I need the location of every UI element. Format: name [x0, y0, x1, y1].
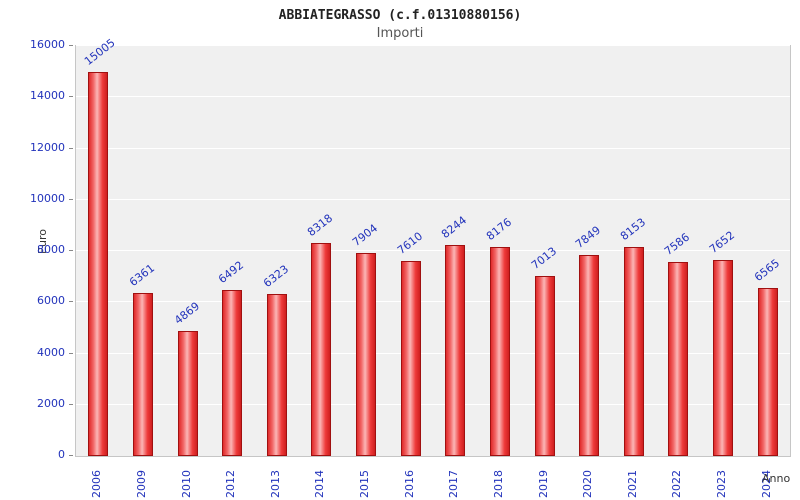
gridline [76, 403, 790, 405]
bar-value-label: 6565 [751, 256, 782, 284]
bar-2014 [311, 242, 332, 456]
bar-value-label: 6492 [216, 258, 247, 286]
bar-2013 [266, 293, 287, 456]
gridline [76, 352, 790, 354]
bar-2021 [623, 247, 644, 456]
y-tick-mark [69, 96, 73, 98]
bar-2015 [356, 253, 377, 456]
x-axis-labels: 2006 2009 2010 2012 2013 2014 2015 2016 2017 2018… [75, 457, 789, 499]
bar-2017 [445, 244, 466, 456]
gridline [76, 96, 790, 98]
x-axis-title: Anno [762, 472, 791, 485]
bar-2010 [177, 331, 198, 456]
y-tick-mark [69, 403, 73, 405]
bar-value-label: 7849 [573, 223, 604, 251]
bar-2006 [88, 71, 109, 456]
y-tick-label: 10000 [30, 191, 65, 205]
chart-title: ABBIATEGRASSO (c.f.01310880156) [278, 8, 522, 23]
bar-value-label: 7586 [662, 230, 693, 258]
bar-2012 [222, 289, 243, 456]
gridline [76, 301, 790, 303]
bar-value-label: 6361 [126, 261, 158, 289]
bar-value-label: 8244 [439, 213, 470, 241]
bar-value-label: 7904 [350, 221, 381, 250]
bar-value-label: 8153 [617, 215, 648, 244]
bar-2024 [757, 287, 778, 456]
plot-area: 15005 6361 4869 6492 6323 8318 7904 7610 8244 817… [75, 36, 791, 457]
bar-value-label: 8176 [483, 215, 515, 243]
x-tick-label: 2009 [134, 470, 148, 498]
bar-2022 [668, 261, 689, 456]
bar-2020 [579, 254, 600, 456]
y-tick-label: 2000 [37, 396, 65, 410]
bar-value-label: 7013 [528, 244, 559, 273]
x-tick-label: 2012 [224, 470, 238, 498]
x-tick-label: 2021 [625, 470, 639, 498]
y-tick-label: 12000 [30, 140, 65, 154]
y-tick-label: 8000 [37, 243, 65, 256]
bar-2009 [132, 293, 153, 456]
y-tick-mark [69, 455, 73, 456]
gridline [76, 250, 790, 251]
bar-value-label: 8318 [305, 211, 336, 239]
y-tick-mark [69, 198, 73, 200]
y-tick-label: 16000 [30, 38, 65, 51]
bar-2023 [713, 259, 734, 456]
chart-subtitle: Importi [376, 26, 424, 41]
x-tick-label: 2022 [670, 470, 684, 498]
y-tick-label: 4000 [37, 345, 65, 359]
x-tick-label: 2006 [90, 470, 104, 498]
x-tick-label: 2015 [358, 470, 372, 498]
x-tick-label: 2010 [179, 470, 193, 498]
bar-2018 [489, 246, 510, 456]
gridline [76, 198, 790, 200]
x-tick-label: 2017 [447, 470, 461, 498]
y-tick-mark [69, 250, 73, 251]
bar-value-label: 6323 [260, 262, 291, 290]
x-tick-label: 2013 [268, 470, 282, 498]
y-tick-mark [69, 301, 73, 303]
x-tick-label: 2019 [536, 470, 550, 498]
gridline [76, 147, 790, 149]
x-tick-label: 2014 [313, 470, 327, 498]
y-tick-label: 0 [58, 448, 65, 461]
y-axis-ticks: 0 2000 4000 6000 8000 10000 12000 14000 16000 [0, 38, 73, 461]
y-tick-mark [69, 147, 73, 149]
x-tick-label: 2016 [402, 470, 416, 498]
bar-value-label: 7610 [394, 229, 425, 257]
gridline [76, 45, 790, 46]
y-tick-mark [69, 352, 73, 354]
x-tick-label: 2020 [581, 470, 595, 498]
x-tick-label: 2018 [491, 470, 505, 498]
bar-2016 [400, 261, 421, 456]
bar-value-label: 4869 [171, 299, 202, 328]
y-tick-mark [69, 45, 73, 46]
bar-value-label: 7652 [707, 228, 738, 256]
y-tick-label: 6000 [37, 294, 65, 308]
x-tick-label: 2023 [715, 470, 729, 498]
bar-2019 [534, 276, 555, 456]
y-tick-label: 14000 [30, 89, 65, 103]
